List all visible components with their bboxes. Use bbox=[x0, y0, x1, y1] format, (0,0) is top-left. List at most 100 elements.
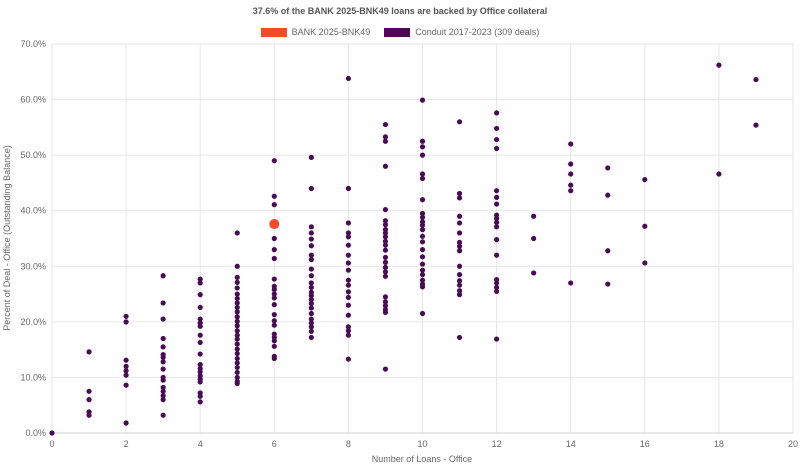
data-point-conduit[interactable] bbox=[494, 224, 500, 230]
data-point-conduit[interactable] bbox=[382, 222, 389, 228]
data-point-conduit[interactable] bbox=[160, 273, 166, 279]
data-point-conduit[interactable] bbox=[123, 372, 129, 378]
data-point-conduit[interactable] bbox=[345, 220, 351, 226]
data-point-conduit[interactable] bbox=[160, 393, 166, 399]
data-point-conduit[interactable] bbox=[197, 292, 203, 298]
data-point-conduit[interactable] bbox=[382, 134, 389, 140]
data-point-conduit[interactable] bbox=[382, 230, 389, 236]
data-point-conduit[interactable] bbox=[642, 260, 648, 266]
data-point-conduit[interactable] bbox=[605, 281, 611, 287]
data-point-conduit[interactable] bbox=[308, 297, 314, 303]
data-point-conduit[interactable] bbox=[308, 266, 314, 272]
data-point-conduit[interactable] bbox=[160, 388, 166, 394]
data-point-conduit[interactable] bbox=[345, 289, 351, 295]
data-point-conduit[interactable] bbox=[308, 280, 314, 286]
data-point-conduit[interactable] bbox=[456, 263, 463, 269]
data-point-conduit[interactable] bbox=[271, 193, 277, 199]
data-point-conduit[interactable] bbox=[308, 310, 314, 317]
data-point-conduit[interactable] bbox=[382, 234, 389, 240]
data-point-conduit[interactable] bbox=[605, 165, 611, 171]
data-point-conduit[interactable] bbox=[197, 393, 203, 399]
legend-item-bank[interactable]: BANK 2025-BNK49 bbox=[260, 27, 370, 37]
data-point-conduit[interactable] bbox=[568, 141, 574, 147]
data-point-conduit[interactable] bbox=[234, 332, 240, 338]
data-point-conduit[interactable] bbox=[642, 223, 648, 229]
data-point-conduit[interactable] bbox=[160, 366, 166, 372]
data-point-conduit[interactable] bbox=[531, 235, 537, 242]
data-point-conduit[interactable] bbox=[271, 343, 277, 349]
data-point-conduit[interactable] bbox=[308, 305, 314, 311]
data-point-conduit[interactable] bbox=[308, 316, 314, 322]
data-point-conduit[interactable] bbox=[456, 288, 463, 294]
data-point-conduit[interactable] bbox=[49, 430, 55, 436]
data-point-conduit[interactable] bbox=[382, 303, 389, 309]
data-point-conduit[interactable] bbox=[160, 344, 166, 350]
data-point-conduit[interactable] bbox=[234, 364, 240, 371]
data-point-conduit[interactable] bbox=[456, 243, 463, 249]
data-point-conduit[interactable] bbox=[456, 190, 463, 197]
data-point-conduit[interactable] bbox=[494, 194, 500, 200]
data-point-conduit[interactable] bbox=[123, 420, 129, 426]
data-point-conduit[interactable] bbox=[605, 192, 611, 198]
data-point-conduit[interactable] bbox=[86, 412, 92, 418]
data-point-conduit[interactable] bbox=[456, 278, 463, 284]
data-point-conduit[interactable] bbox=[494, 136, 500, 143]
data-point-conduit[interactable] bbox=[160, 397, 166, 403]
data-point-conduit[interactable] bbox=[345, 185, 351, 192]
data-point-conduit[interactable] bbox=[419, 284, 426, 290]
data-point-conduit[interactable] bbox=[419, 310, 426, 317]
data-point-conduit[interactable] bbox=[271, 287, 277, 293]
data-point-conduit[interactable] bbox=[382, 238, 389, 244]
data-point-conduit[interactable] bbox=[197, 276, 203, 282]
data-point-conduit[interactable] bbox=[308, 328, 314, 334]
data-point-conduit[interactable] bbox=[197, 339, 203, 346]
data-point-conduit[interactable] bbox=[382, 309, 389, 316]
data-point-conduit[interactable] bbox=[419, 144, 426, 150]
data-point-conduit[interactable] bbox=[160, 316, 166, 322]
data-point-conduit[interactable] bbox=[123, 313, 129, 319]
data-point-conduit[interactable] bbox=[494, 201, 500, 207]
data-point-conduit[interactable] bbox=[345, 282, 351, 288]
data-point-conduit[interactable] bbox=[271, 312, 277, 318]
data-point-conduit[interactable] bbox=[234, 341, 240, 347]
data-point-conduit[interactable] bbox=[456, 334, 463, 341]
data-point-conduit[interactable] bbox=[271, 302, 277, 308]
data-point-conduit[interactable] bbox=[382, 121, 389, 128]
data-point-conduit[interactable] bbox=[345, 324, 351, 330]
data-point-conduit[interactable] bbox=[308, 224, 314, 230]
data-point-conduit[interactable] bbox=[197, 323, 203, 329]
data-point-conduit[interactable] bbox=[123, 382, 129, 388]
data-point-conduit[interactable] bbox=[197, 351, 203, 357]
data-point-conduit[interactable] bbox=[271, 355, 277, 362]
data-point-conduit[interactable] bbox=[345, 328, 351, 334]
data-point-conduit[interactable] bbox=[494, 280, 500, 286]
data-point-conduit[interactable] bbox=[308, 185, 314, 192]
data-point-conduit[interactable] bbox=[308, 300, 314, 307]
data-point-conduit[interactable] bbox=[271, 247, 277, 253]
data-point-conduit[interactable] bbox=[419, 272, 426, 278]
data-point-conduit[interactable] bbox=[345, 277, 351, 283]
data-point-conduit[interactable] bbox=[382, 259, 389, 265]
data-point-conduit[interactable] bbox=[234, 323, 240, 329]
data-point-conduit[interactable] bbox=[160, 359, 166, 365]
data-point-conduit[interactable] bbox=[456, 272, 463, 278]
legend-item-conduit[interactable]: Conduit 2017-2023 (309 deals) bbox=[384, 27, 539, 37]
data-point-conduit[interactable] bbox=[642, 176, 648, 183]
data-point-conduit[interactable] bbox=[160, 384, 166, 391]
data-point-conduit[interactable] bbox=[234, 295, 240, 302]
data-point-conduit[interactable] bbox=[456, 230, 463, 236]
data-point-conduit[interactable] bbox=[234, 350, 240, 357]
data-point-conduit[interactable] bbox=[419, 138, 426, 144]
data-point-conduit[interactable] bbox=[382, 299, 389, 305]
data-point-conduit[interactable] bbox=[234, 274, 240, 280]
data-point-conduit[interactable] bbox=[308, 324, 314, 330]
data-point-conduit[interactable] bbox=[271, 318, 277, 324]
data-point-conduit[interactable] bbox=[456, 239, 463, 245]
data-point-conduit[interactable] bbox=[123, 357, 129, 363]
data-point-conduit[interactable] bbox=[234, 279, 240, 286]
data-point-conduit[interactable] bbox=[197, 379, 203, 385]
data-point-conduit[interactable] bbox=[419, 152, 426, 158]
data-point-conduit[interactable] bbox=[308, 273, 314, 279]
data-point-conduit[interactable] bbox=[345, 267, 351, 273]
data-point-conduit[interactable] bbox=[382, 138, 389, 144]
